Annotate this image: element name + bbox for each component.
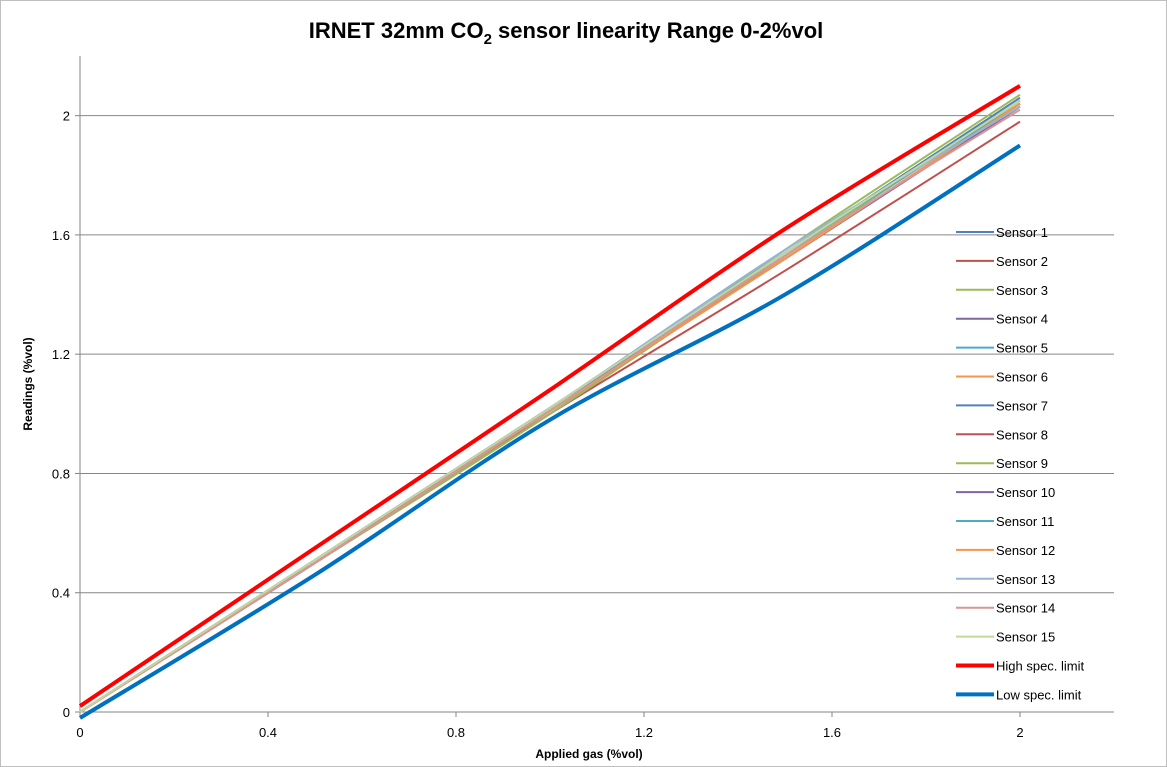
series-line-17 (78, 143, 1022, 720)
chart-title-main: IRNET 32mm CO (309, 18, 484, 43)
series-line-15 (79, 99, 1021, 713)
legend-entry: Sensor 12 (996, 543, 1055, 558)
legend-entry: Low spec. limit (996, 687, 1082, 702)
legend-entry: High spec. limit (996, 659, 1085, 674)
legend-entry: Sensor 11 (996, 514, 1054, 529)
legend-entry: Sensor 7 (996, 398, 1048, 413)
x-tick-label: 0 (76, 725, 83, 740)
legend-entry: Sensor 8 (996, 427, 1048, 442)
x-axis-title: Applied gas (%vol) (535, 747, 642, 761)
y-tick-label: 1.6 (52, 228, 70, 243)
y-tick-label: 1.2 (52, 347, 70, 362)
chart-title-rest: sensor linearity Range 0-2%vol (492, 18, 823, 43)
gridlines (75, 115, 1114, 717)
axes (79, 56, 1114, 713)
x-tick-label: 1.6 (823, 725, 841, 740)
series-line-14 (79, 108, 1021, 713)
chart-title: IRNET 32mm CO2 sensor linearity Range 0-… (309, 18, 824, 48)
legend-entry: Sensor 3 (996, 283, 1048, 298)
legend: Sensor 1 Sensor 2 Sensor 3 Sensor 4 Sensor 5… (956, 225, 1085, 702)
x-tick-label: 1.2 (635, 725, 653, 740)
y-tick-label: 0 (63, 705, 70, 720)
series-line-16 (78, 84, 1022, 708)
y-tick-label: 0.4 (52, 586, 70, 601)
y-tick-labels: 0 0.4 0.8 1.2 1.6 2 (52, 109, 70, 720)
legend-entry: Sensor 6 (996, 370, 1048, 385)
legend-entry: Sensor 13 (996, 572, 1055, 587)
y-tick-label: 2 (63, 109, 70, 124)
y-axis-title: Readings (%vol) (21, 337, 35, 430)
legend-entry: Sensor 4 (996, 312, 1048, 327)
x-tick-label: 2 (1016, 725, 1023, 740)
y-tick-label: 0.8 (52, 466, 70, 481)
x-tick-label: 0.8 (447, 725, 465, 740)
series-line-3 (79, 93, 1021, 713)
legend-entry: Sensor 14 (996, 601, 1055, 616)
chart-title-subscript: 2 (484, 31, 492, 48)
legend-entry: Sensor 1 (996, 225, 1048, 240)
legend-entry: Sensor 10 (996, 485, 1055, 500)
x-tick-label: 0.4 (259, 725, 277, 740)
x-tick-labels: 0 0.4 0.8 1.2 1.6 2 (76, 725, 1023, 740)
series-lines (78, 84, 1022, 720)
legend-entry: Sensor 5 (996, 341, 1048, 356)
legend-entry: Sensor 9 (996, 456, 1048, 471)
legend-entry: Sensor 2 (996, 254, 1048, 269)
legend-entry: Sensor 15 (996, 630, 1055, 645)
